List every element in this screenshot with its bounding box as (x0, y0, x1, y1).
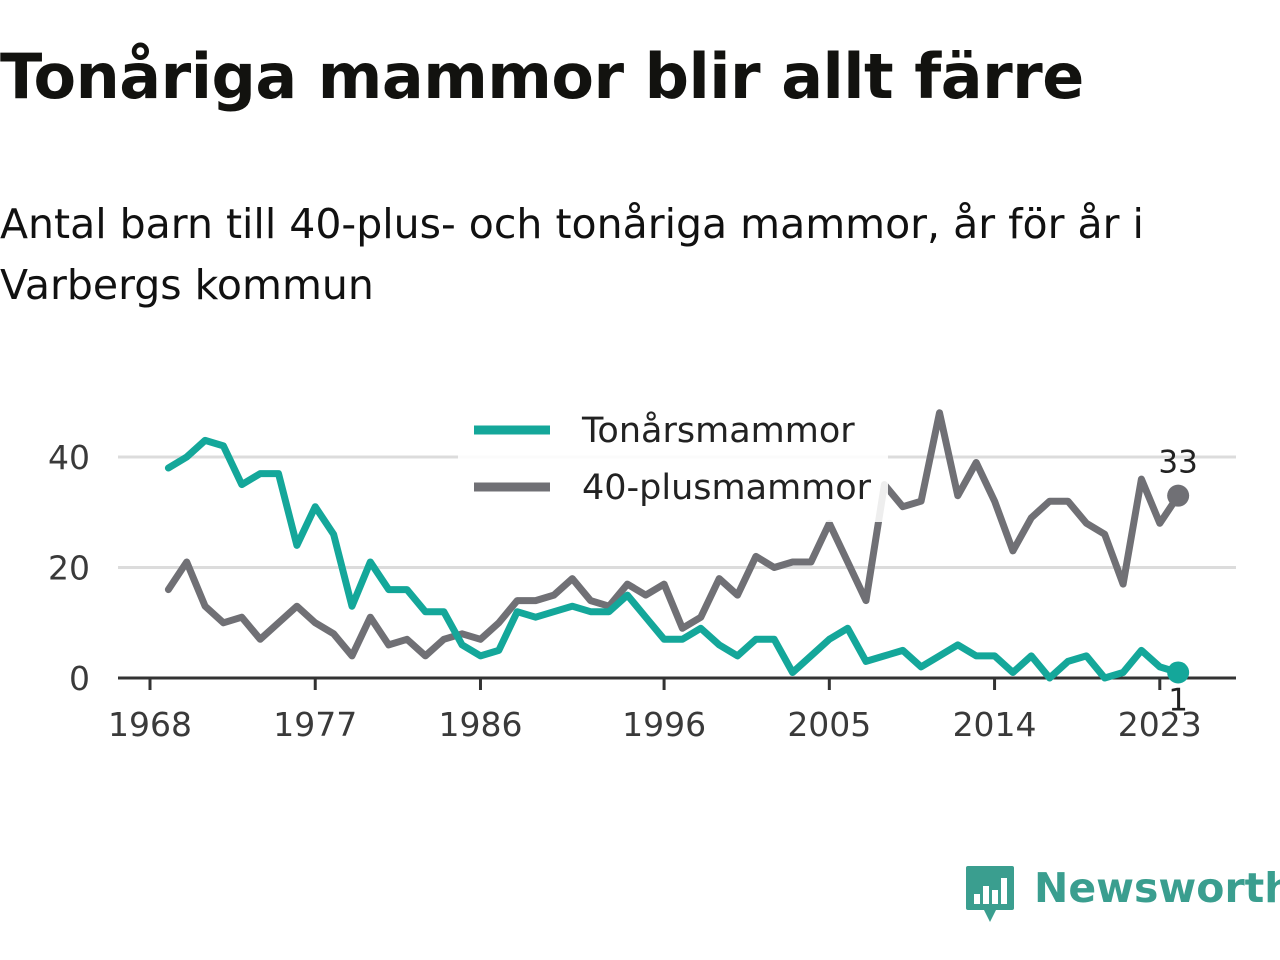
chart-title: Tonåriga mammor blir allt färre (0, 40, 1084, 113)
legend-background (458, 404, 888, 522)
x-tick-label: 2014 (953, 705, 1037, 744)
x-tick-label: 1996 (622, 705, 706, 744)
end-value-label: 1 (1168, 682, 1188, 718)
x-tick-label: 1968 (108, 705, 192, 744)
newsworthy-logo: Newsworthy (964, 864, 1280, 928)
y-tick-label: 0 (69, 659, 90, 698)
chart-subtitle: Antal barn till 40-plus- och tonåriga ma… (0, 200, 1144, 309)
legend-label: Tonårsmammor (581, 410, 855, 451)
series-line-tonarsmammor (164, 436, 1182, 682)
newsworthy-logo-text: Newsworthy (1034, 864, 1280, 912)
x-tick-label: 2005 (787, 705, 871, 744)
end-point-marker (1167, 661, 1190, 684)
end-value-label: 33 (1158, 445, 1197, 481)
y-axis: 0 20 40 (48, 438, 90, 698)
y-tick-label: 40 (48, 438, 90, 477)
x-tick-label: 1986 (438, 705, 522, 744)
y-tick-label: 20 (48, 549, 90, 588)
legend: Tonårsmammor 40-plusmammor (458, 404, 888, 522)
series-line-40-plusmammor (164, 409, 1182, 660)
newsworthy-logo-icon (966, 866, 1014, 922)
x-axis: 1968 1977 1986 1996 2005 2014 2023 (108, 676, 1236, 744)
x-tick-label: 1977 (273, 705, 357, 744)
legend-label: 40-plusmammor (582, 468, 872, 508)
line-chart: 0 20 40 1968 1977 1986 1996 2005 2014 2023 Tonår… (48, 404, 1236, 744)
end-point-marker (1167, 484, 1190, 507)
x-tick-label: 2023 (1118, 705, 1202, 744)
series-lines (164, 409, 1182, 682)
end-labels: 1 33 (1158, 445, 1197, 719)
